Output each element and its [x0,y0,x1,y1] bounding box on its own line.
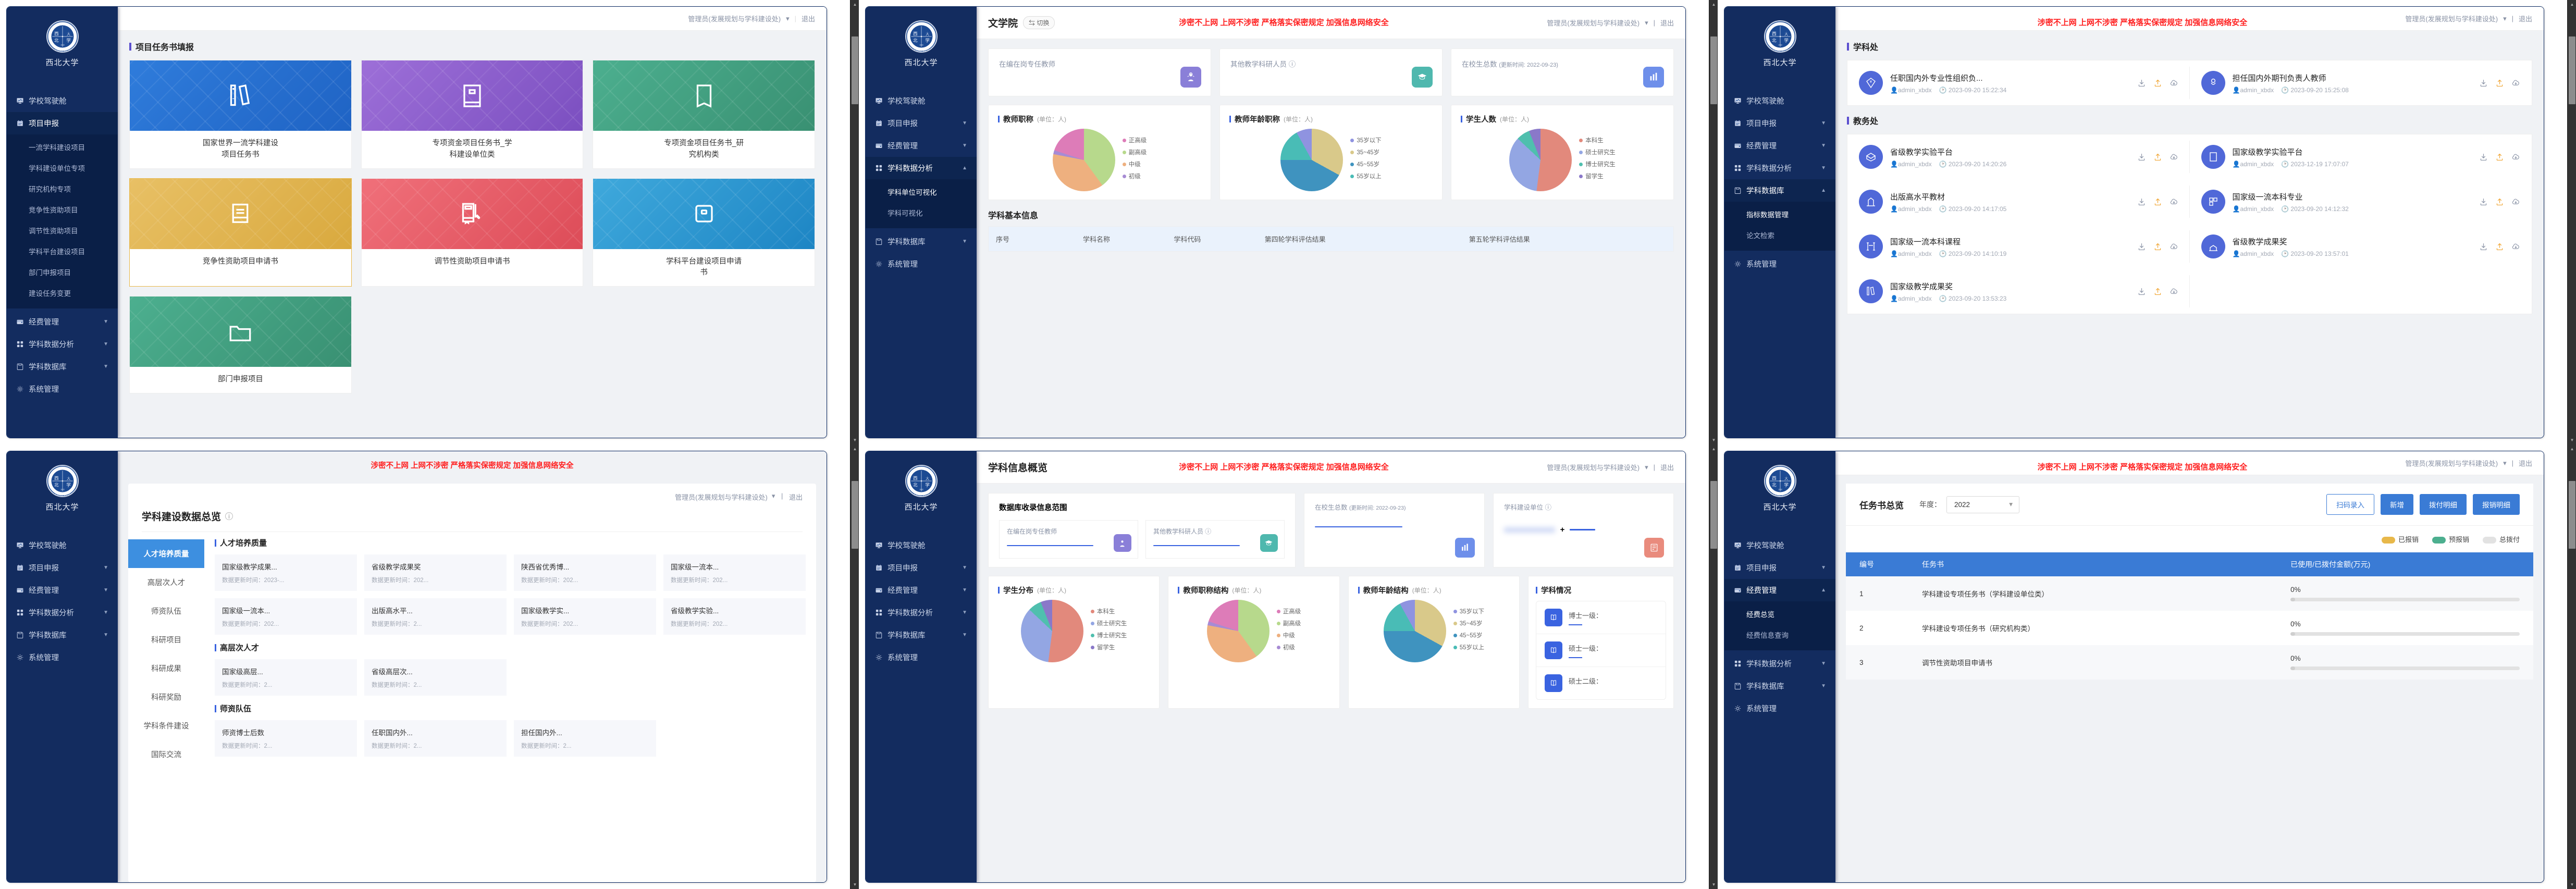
svg-text:1902: 1902 [1784,32,1788,34]
svg-text:1902: 1902 [60,488,65,490]
svg-text:学: 学 [66,37,71,43]
svg-text:北: 北 [54,482,59,487]
svg-text:1902: 1902 [919,44,923,46]
svg-text:1902: 1902 [67,476,70,478]
svg-text:西: 西 [54,476,59,481]
svg-text:北: 北 [54,38,59,43]
svg-text:1902: 1902 [1778,44,1782,46]
svg-text:北: 北 [1772,482,1777,487]
svg-text:1902: 1902 [1784,476,1788,478]
svg-text:¥: ¥ [1870,80,1872,84]
svg-text:北: 北 [1772,38,1777,43]
svg-text:1902: 1902 [67,32,70,34]
svg-text:西: 西 [1772,476,1777,481]
svg-text:北: 北 [913,482,918,487]
svg-text:西: 西 [54,31,59,36]
svg-text:学: 学 [1784,481,1789,487]
svg-text:西: 西 [1772,31,1777,36]
svg-text:1902: 1902 [926,476,929,478]
svg-text:西: 西 [913,31,918,36]
svg-text:学: 学 [1784,37,1789,43]
svg-text:北: 北 [913,38,918,43]
svg-text:1902: 1902 [60,44,65,46]
svg-text:学: 学 [925,37,930,43]
svg-text:1902: 1902 [919,488,923,490]
svg-text:1902: 1902 [1778,488,1782,490]
svg-text:学: 学 [925,481,930,487]
svg-text:1902: 1902 [926,32,929,34]
svg-text:学: 学 [66,481,71,487]
svg-text:西: 西 [913,476,918,481]
